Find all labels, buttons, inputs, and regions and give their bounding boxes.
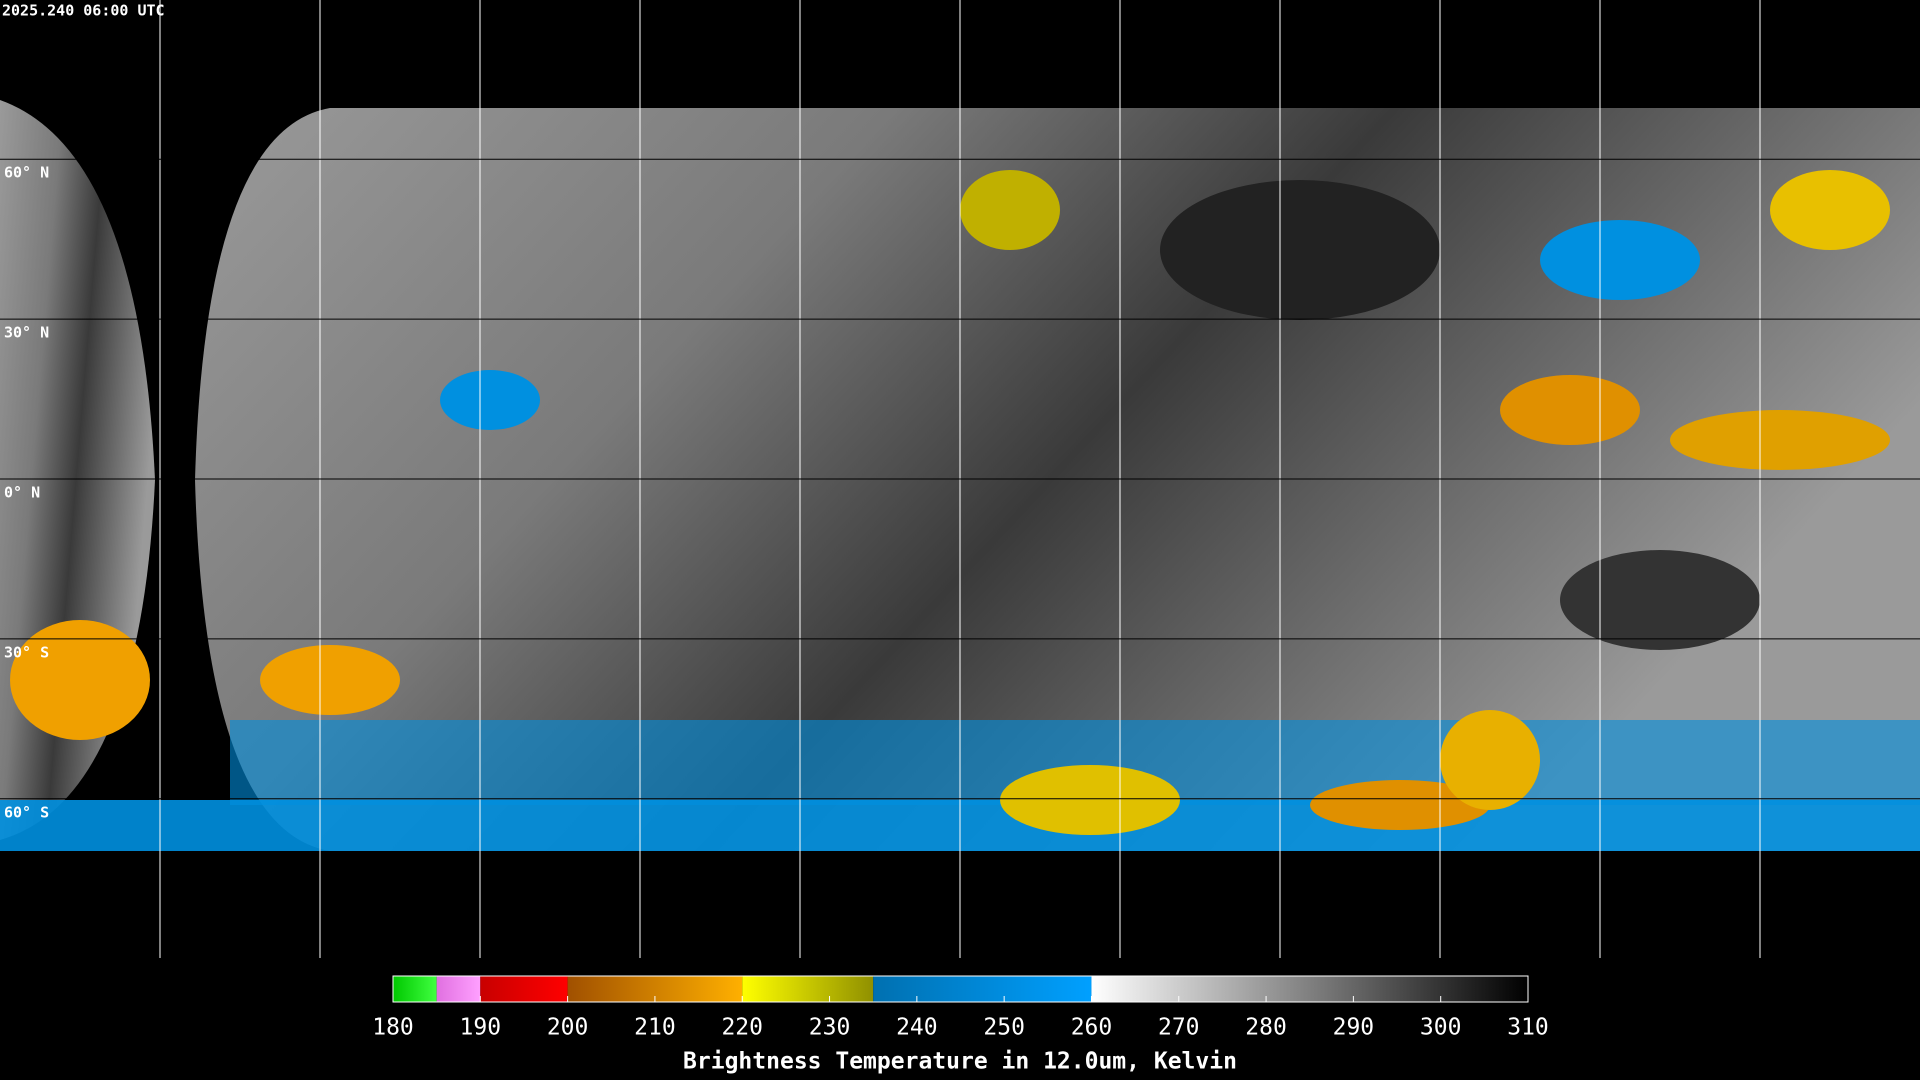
colorbar-frame <box>392 975 1529 1003</box>
colorbar-tick-label: 190 <box>460 1015 502 1041</box>
colorbar-segment <box>436 976 481 1002</box>
colorbar-tick-label: 250 <box>983 1015 1025 1041</box>
colorbar-tick-label: 180 <box>372 1015 414 1041</box>
latitude-label: 60° N <box>4 164 49 182</box>
colorbar-segment <box>1091 976 1528 1002</box>
colorbar-segment <box>742 976 874 1002</box>
colorbar-segment <box>480 976 568 1002</box>
colorbar-segment <box>873 976 1092 1002</box>
timestamp: 2025.240 06:00 UTC <box>2 2 165 20</box>
colorbar-tick-label: 310 <box>1507 1015 1549 1041</box>
colorbar-tick-label: 240 <box>896 1015 938 1041</box>
latitude-label: 30° N <box>4 324 49 342</box>
colorbar-tick-label: 260 <box>1071 1015 1113 1041</box>
colorbar-tick-label: 210 <box>634 1015 676 1041</box>
colorbar-tick-label: 280 <box>1245 1015 1287 1041</box>
colorbar-tick-label: 220 <box>721 1015 763 1041</box>
latitude-label: 0° N <box>4 484 40 502</box>
colorbar-tick-label: 300 <box>1420 1015 1462 1041</box>
latitude-label: 30° S <box>4 643 49 661</box>
colorbar-tick-label: 200 <box>547 1015 589 1041</box>
colorbar-segment <box>393 976 437 1002</box>
colorbar-title: Brightness Temperature in 12.0um, Kelvin <box>683 1049 1237 1075</box>
colorbar-tick-label: 230 <box>809 1015 851 1041</box>
colorbar-tick-label: 270 <box>1158 1015 1200 1041</box>
latitude-label: 60° S <box>4 803 49 821</box>
colorbar-tick-label: 290 <box>1333 1015 1375 1041</box>
